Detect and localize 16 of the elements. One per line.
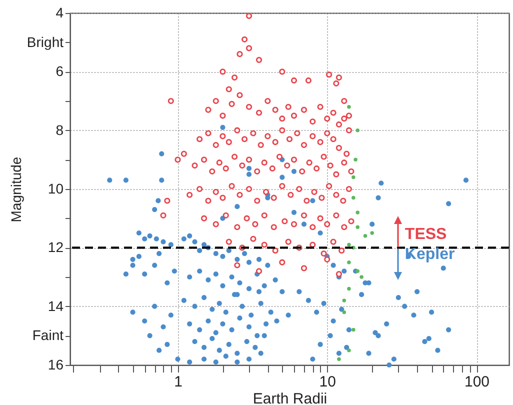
x-tick-label: 10 <box>319 374 336 390</box>
x-tick-label: 100 <box>464 374 490 390</box>
legend-label: Kepler <box>404 246 455 264</box>
y-tick-label: 16 <box>48 356 64 372</box>
y-tick-label: 10 <box>48 180 64 196</box>
x-axis-title: Earth Radii <box>252 390 328 405</box>
y-tick-label: Faint <box>32 327 64 344</box>
y-tick-label: 4 <box>56 4 64 20</box>
legend-label: TESS <box>404 226 447 244</box>
y-tick-label: 8 <box>56 122 64 138</box>
y-axis-title: Magnitude <box>8 156 24 222</box>
x-tick-label: 1 <box>174 374 182 390</box>
y-tick-label: Bright <box>26 34 64 50</box>
y-tick-label: 14 <box>48 298 64 314</box>
y-tick-label: 12 <box>48 239 64 256</box>
y-tick-label: 6 <box>56 63 64 80</box>
